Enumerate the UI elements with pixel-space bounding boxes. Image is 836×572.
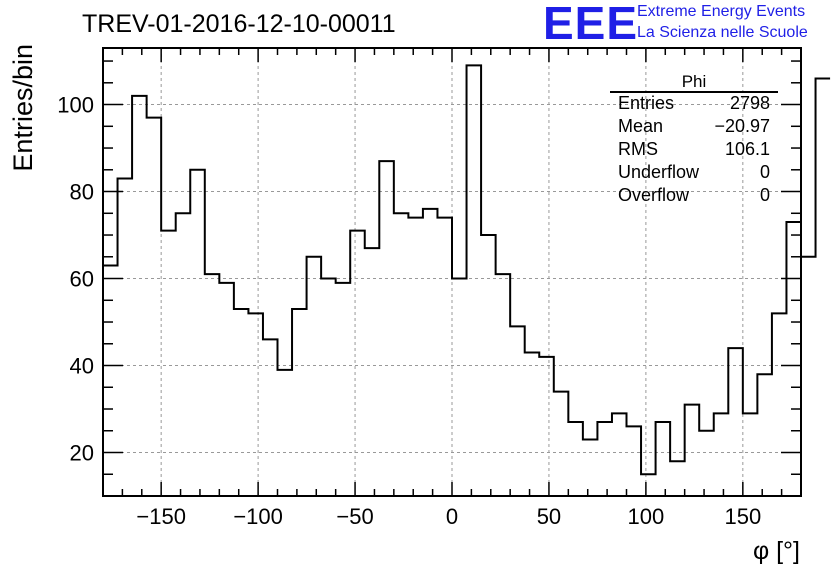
x-axis-label: φ [°]	[753, 537, 800, 565]
histogram-bin	[190, 170, 205, 496]
histogram-bin	[568, 422, 583, 496]
stats-row-entries: Entries 2798	[618, 93, 770, 115]
histogram-bin	[539, 357, 554, 496]
histogram-bin	[132, 96, 147, 496]
histogram-bin	[656, 422, 671, 496]
stats-row-mean: Mean −20.97	[618, 116, 770, 138]
histogram-bin	[743, 413, 758, 496]
histogram-bin	[292, 309, 307, 496]
x-tick-label: 50	[537, 504, 561, 529]
histogram-bin	[147, 118, 162, 496]
histogram-bin	[627, 426, 642, 496]
stats-row-underflow: Underflow 0	[618, 162, 770, 184]
histogram-bin	[161, 231, 176, 496]
histogram-bin	[234, 309, 249, 496]
logo-line-1: Extreme Energy Events	[637, 3, 806, 20]
y-tick-label: 60	[70, 267, 94, 292]
histogram-bin	[510, 326, 525, 496]
histogram-series-line	[103, 64, 831, 476]
x-tick-label: 100	[628, 504, 665, 529]
histogram-bin	[670, 461, 685, 496]
histogram-bin	[307, 257, 322, 496]
ticks-layer	[102, 48, 802, 497]
histogram-bin	[365, 248, 380, 496]
histogram-bin	[801, 257, 816, 496]
histogram-bin	[321, 279, 336, 496]
histogram-bin	[641, 474, 656, 496]
histogram-bin	[728, 348, 743, 496]
histogram-bin	[423, 209, 438, 496]
stats-key: Entries	[618, 93, 675, 113]
tick-labels-layer: −150 −100 −50 0 50 100 150 20 40 60 80 100	[57, 93, 761, 529]
x-tick-label: 0	[446, 504, 458, 529]
x-tick-label: −50	[336, 504, 373, 529]
histogram-bin	[394, 213, 409, 496]
stats-title: Phi	[681, 72, 707, 91]
x-tick-label: −100	[233, 504, 283, 529]
stats-value: 0	[759, 185, 770, 205]
histogram-bin	[408, 218, 423, 496]
histogram-bin	[336, 283, 351, 496]
histogram-bin	[714, 413, 729, 496]
x-tick-label: −150	[136, 504, 186, 529]
stats-value: 0	[759, 162, 770, 182]
stats-value: −20.97	[714, 116, 770, 136]
stats-key: Mean	[618, 116, 664, 136]
histogram-bin	[525, 352, 540, 496]
histogram-bin	[757, 374, 772, 496]
histogram-bin	[205, 274, 220, 496]
histogram-bin	[437, 218, 452, 496]
stats-row-rms: RMS 106.1	[618, 139, 770, 161]
histogram-bin	[612, 413, 627, 496]
histogram-bin	[496, 274, 511, 496]
stats-key: Overflow	[618, 185, 690, 205]
eee-logo-mark: EEE	[543, 0, 639, 49]
y-axis-label: Entries/bin	[8, 44, 38, 172]
histogram-bin	[481, 235, 496, 496]
y-tick-label: 100	[57, 93, 94, 118]
histogram-bin	[219, 283, 234, 496]
stats-key: Underflow	[618, 162, 700, 182]
histogram-bin	[118, 178, 133, 496]
histogram-bin	[176, 213, 191, 496]
stats-value: 106.1	[724, 139, 770, 159]
logo-line-2: La Scienza nelle Scuole	[637, 24, 808, 41]
chart-title: TREV-01-2016-12-10-00011	[82, 10, 396, 38]
y-tick-label: 80	[70, 180, 94, 205]
histogram-bin	[583, 439, 598, 496]
histogram-bin	[597, 422, 612, 496]
y-tick-label: 40	[70, 354, 94, 379]
y-tick-label: 20	[70, 441, 94, 466]
stats-divider	[610, 91, 778, 93]
histogram-bin	[816, 78, 831, 496]
histogram-bin	[263, 339, 278, 496]
stats-key: RMS	[618, 139, 658, 159]
histogram-bin	[467, 65, 482, 496]
histogram-bin	[350, 231, 365, 496]
x-tick-label: 150	[724, 504, 761, 529]
stats-value: 2798	[729, 93, 770, 113]
histogram-bin	[452, 279, 467, 496]
histogram-bin	[685, 405, 700, 496]
histogram-bin	[379, 161, 394, 496]
histogram-bin	[772, 313, 787, 496]
stats-row-overflow: Overflow 0	[618, 185, 770, 207]
histogram-bin	[699, 431, 714, 496]
histogram-bin	[278, 370, 293, 496]
histogram-bin	[248, 313, 263, 496]
histogram-bin	[786, 222, 801, 496]
histogram-bin	[554, 392, 569, 496]
